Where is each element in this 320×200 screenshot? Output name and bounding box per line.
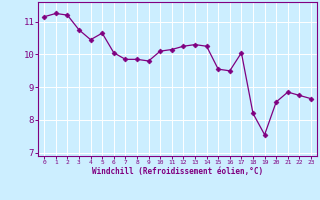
X-axis label: Windchill (Refroidissement éolien,°C): Windchill (Refroidissement éolien,°C) bbox=[92, 167, 263, 176]
